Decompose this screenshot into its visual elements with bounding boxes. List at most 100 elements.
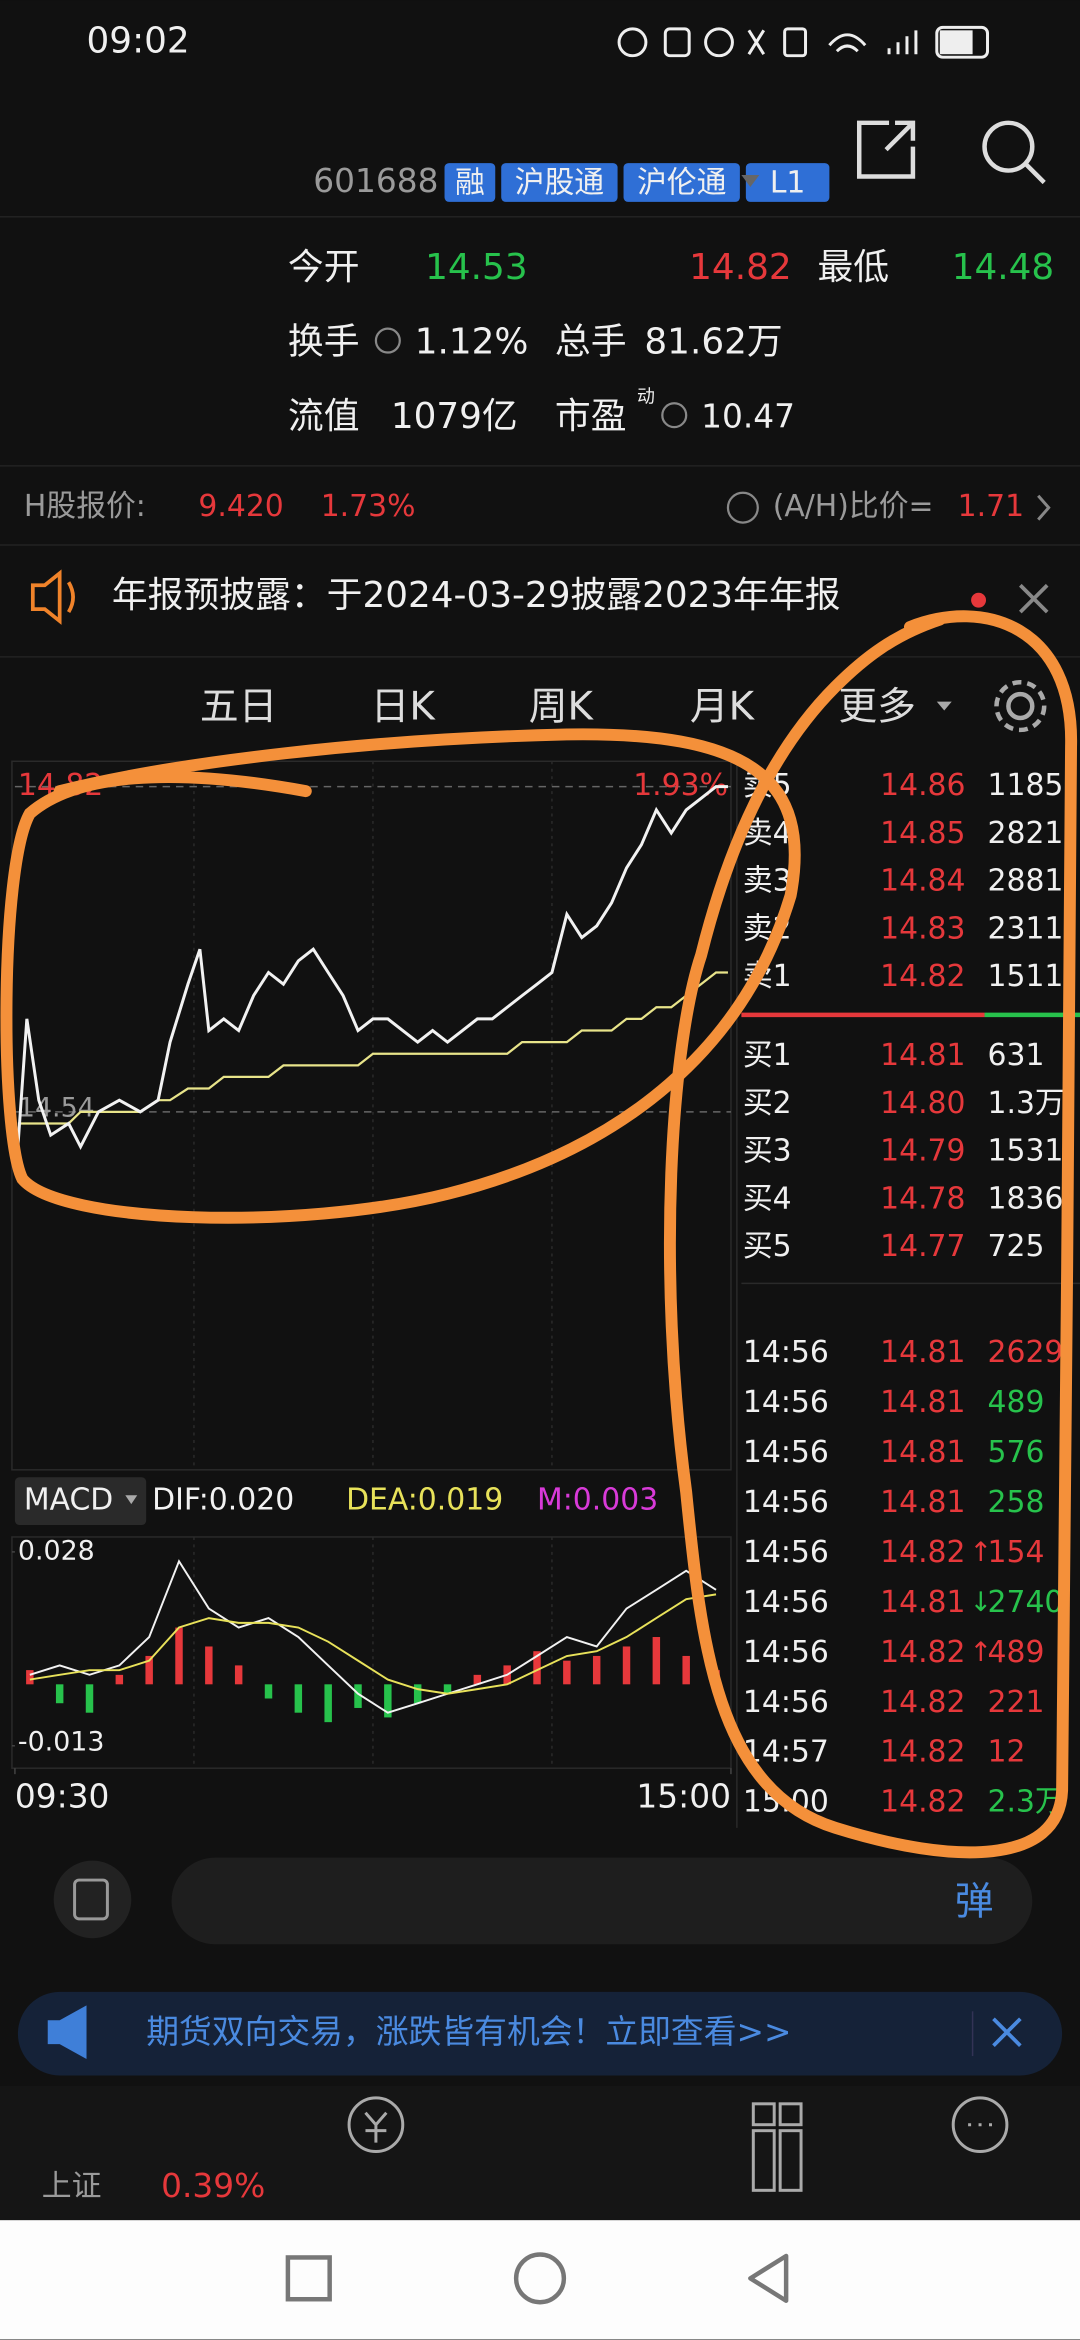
quote-label: 今开	[288, 247, 360, 288]
trade-arrow: ↑	[970, 1537, 992, 1568]
quote-value: 1079亿	[391, 396, 518, 437]
annotation-circles	[0, 610, 1078, 1859]
macd-bar	[26, 1670, 34, 1685]
tag-badge	[745, 163, 830, 202]
trade-volume: 489	[988, 1385, 1045, 1420]
book-label: 买3	[743, 1134, 792, 1169]
macd-bar	[652, 1637, 661, 1685]
y-tick-label: 14.54	[18, 1092, 95, 1123]
macd-bar	[145, 1655, 153, 1685]
share-button[interactable]	[856, 120, 916, 179]
tag-group: 融沪股通 沪伦通 L1	[444, 163, 830, 202]
book-volume: 2821	[988, 816, 1064, 851]
indicator-selector[interactable]	[14, 1477, 147, 1526]
trade-arrow: ↓	[970, 1587, 992, 1618]
period-tab[interactable]: 五日	[200, 685, 278, 730]
help-icon[interactable]	[726, 491, 759, 524]
trade-price: 14.82	[880, 1735, 965, 1770]
danmaku-badge[interactable]: 弹	[955, 1879, 994, 1924]
book-volume: 2881	[988, 864, 1064, 899]
book-price: 14.81	[880, 1038, 965, 1073]
book-volume: 1.3万	[988, 1086, 1065, 1121]
macd-bar	[592, 1655, 601, 1685]
book-label: 买1	[743, 1038, 792, 1073]
change-label: 1.93%	[633, 768, 728, 803]
promo-banner[interactable]	[17, 1991, 1063, 2076]
search-button[interactable]	[982, 120, 1046, 185]
y-tick-label: 0.028	[18, 1535, 95, 1566]
book-volume: 631	[988, 1038, 1045, 1073]
book-volume: 725	[988, 1229, 1045, 1264]
tag-label: 融	[455, 165, 485, 200]
dropdown-icon[interactable]	[936, 701, 952, 711]
trade-time: 14:56	[743, 1485, 829, 1520]
macd-bar	[85, 1684, 94, 1713]
trade-time: 14:56	[743, 1585, 829, 1620]
period-tab[interactable]: 周K	[529, 685, 595, 730]
legend-entry: DIF:0.020	[152, 1483, 294, 1518]
h-share-label: H股报价:	[24, 489, 146, 524]
period-tab[interactable]: 日K	[371, 685, 437, 730]
back-button[interactable]	[748, 2253, 789, 2303]
dropdown-icon[interactable]	[741, 175, 760, 187]
close-button[interactable]	[1019, 583, 1049, 614]
tag-badge	[623, 163, 740, 202]
comment-input[interactable]	[171, 1857, 1033, 1945]
tag-label: 沪伦通	[637, 165, 726, 200]
book-price: 14.85	[880, 816, 965, 851]
book-price: 14.77	[880, 1229, 965, 1264]
book-price: 14.80	[880, 1086, 965, 1121]
trade-price: 14.81	[880, 1485, 965, 1520]
indicator-name[interactable]: MACD	[24, 1483, 113, 1518]
system-nav	[0, 2220, 1080, 2340]
trade-price: 14.82	[880, 1685, 965, 1720]
megaphone-icon	[47, 2005, 87, 2060]
h-share-change: 1.73%	[321, 489, 416, 524]
quote-superscript: 动	[637, 386, 655, 407]
settings-button[interactable]	[994, 679, 1047, 733]
tag-label: L1	[770, 165, 806, 200]
info-icon[interactable]	[374, 327, 401, 354]
book-volume: 1185	[988, 768, 1064, 803]
trade-arrow: ↑	[970, 1637, 992, 1668]
trade-volume: 2629	[988, 1335, 1064, 1370]
macd-bar	[324, 1684, 332, 1723]
nav-icons[interactable]	[347, 2096, 1009, 2192]
trade-time: 14:56	[743, 1635, 829, 1670]
book-price: 14.83	[880, 911, 965, 946]
dropdown-icon[interactable]	[125, 1495, 138, 1505]
period-tab[interactable]: 月K	[690, 685, 756, 730]
index-name[interactable]: 上证	[42, 2169, 102, 2204]
quote-label: 流值	[288, 396, 360, 437]
index-change[interactable]: 0.39%	[161, 2167, 265, 2205]
bottom-nav	[0, 2085, 1080, 2221]
h-share-price: 9.420	[198, 489, 283, 524]
book-label: 买4	[743, 1181, 792, 1216]
trade-price: 14.81	[880, 1385, 965, 1420]
notice-text[interactable]: 年报预披露：于2024-03-29披露2023年年报	[112, 575, 841, 616]
macd-bar	[473, 1674, 482, 1685]
trade-price: 14.81	[880, 1335, 965, 1370]
comment-icon[interactable]	[53, 1860, 132, 1939]
macd-bar	[682, 1655, 690, 1685]
info-icon[interactable]	[661, 402, 688, 429]
macd-bar	[175, 1627, 183, 1685]
macd-bar	[413, 1684, 422, 1704]
period-tab[interactable]: 更多	[838, 685, 916, 730]
period-tabs: 五日 日K 周K 月K 更多	[200, 685, 916, 730]
banner-text[interactable]: 期货双向交易，涨跌皆有机会！立即查看>>	[146, 2013, 791, 2051]
chevron[interactable]	[1037, 494, 1051, 521]
macd-bar	[294, 1684, 303, 1713]
book-volume: 2311	[988, 911, 1064, 946]
home-button[interactable]	[513, 2252, 567, 2305]
trade-volume: 2740	[988, 1585, 1064, 1620]
trade-time: 14:56	[743, 1385, 829, 1420]
stock-code: 601688	[313, 162, 438, 200]
recents-button[interactable]	[285, 2255, 332, 2302]
tag-label: 沪股通	[515, 165, 604, 200]
tag-badge	[501, 163, 618, 202]
ah-ratio: 1.71	[958, 489, 1024, 524]
close-button[interactable]	[992, 2017, 1022, 2047]
